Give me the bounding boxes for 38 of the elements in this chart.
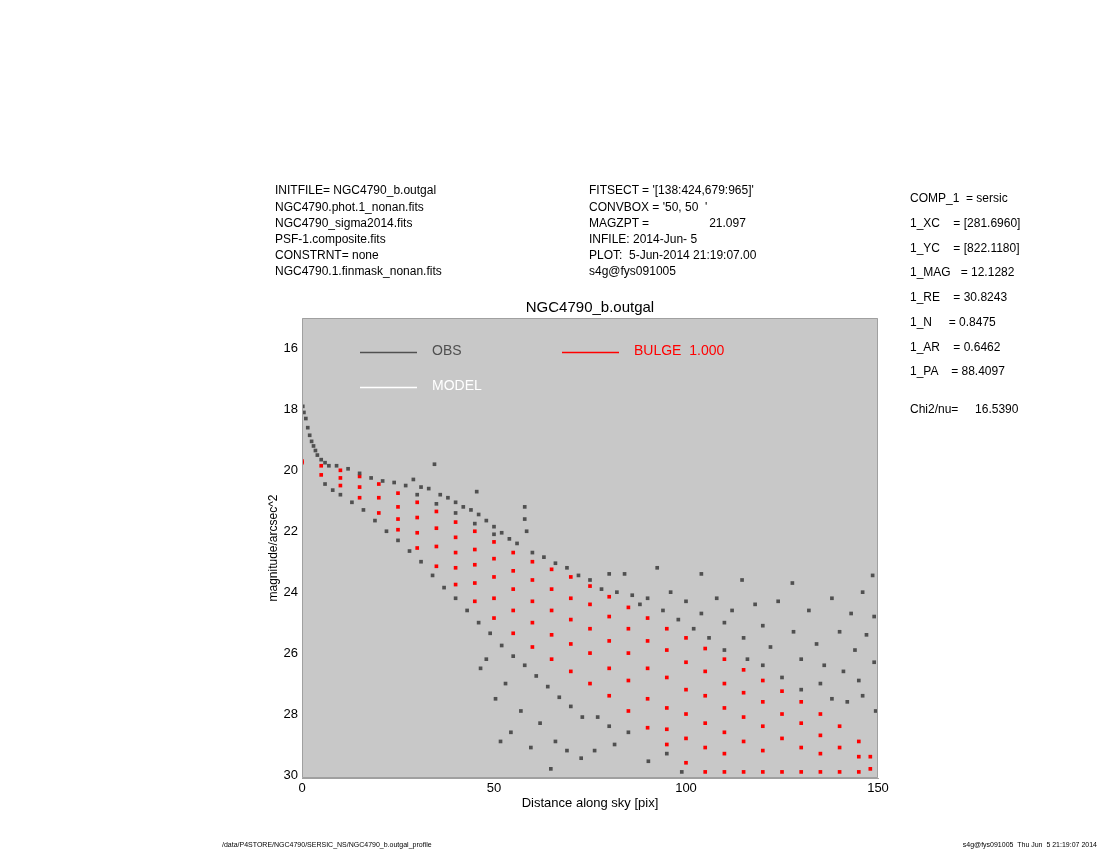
text: 1_XC = [281.6960] <box>910 216 1021 231</box>
text: 1_MAG = 12.1282 <box>910 265 1015 280</box>
y-tick-label: 30 <box>283 766 298 782</box>
x-tick-label: 150 <box>867 780 889 796</box>
text: INFILE: 2014-Jun- 5 <box>589 231 698 246</box>
y-tick-label: 24 <box>283 583 298 599</box>
text: INITFILE= NGC4790_b.outgal <box>275 183 437 198</box>
y-tick-label: 22 <box>283 522 298 538</box>
y-tick-label: 18 <box>283 400 298 416</box>
text: CONSTRNT= none <box>275 248 380 263</box>
x-tick-label: 50 <box>486 780 502 796</box>
y-tick-label: 16 <box>283 340 298 356</box>
text: 1_YC = [822.1180] <box>910 240 1020 255</box>
text: NGC4790.1.finmask_nonan.fits <box>275 264 442 279</box>
x-tick-label: 100 <box>675 780 697 796</box>
text: NGC4790_sigma2014.fits <box>275 215 413 230</box>
text: 1_PA = 88.4097 <box>910 364 1006 379</box>
text: Chi2/nu= 16.5390 <box>910 402 1019 417</box>
legend-label: OBS <box>432 341 462 358</box>
text: COMP_1 = sersic <box>910 191 1008 206</box>
text: PSF-1.composite.fits <box>275 231 386 246</box>
text: NGC4790.phot.1_nonan.fits <box>275 199 424 214</box>
y-axis-title: magnitude/arcsec^2 <box>265 494 280 602</box>
legend-label: BULGE 1.000 <box>634 341 725 358</box>
y-tick-label: 26 <box>283 644 298 660</box>
chart-title: NGC4790_b.outgal <box>525 298 655 316</box>
text: PLOT: 5-Jun-2014 21:19:07.00 <box>589 248 757 263</box>
text: 1_N = 0.8475 <box>910 314 997 329</box>
text: CONVBOX = '50, 50 ' <box>589 199 708 214</box>
y-tick-label: 20 <box>283 461 298 477</box>
x-axis-title: Distance along sky [pix] <box>521 794 659 810</box>
text: 1_AR = 0.6462 <box>910 339 1001 354</box>
text: s4g@fys091005 <box>589 264 677 279</box>
text: MAGZPT = 21.097 <box>589 215 747 230</box>
text: 1_RE = 30.8243 <box>910 290 1008 305</box>
text: FITSECT = '[138:424,679:965]' <box>589 183 754 198</box>
y-tick-label: 28 <box>283 705 298 721</box>
x-tick-label: 0 <box>298 780 306 796</box>
